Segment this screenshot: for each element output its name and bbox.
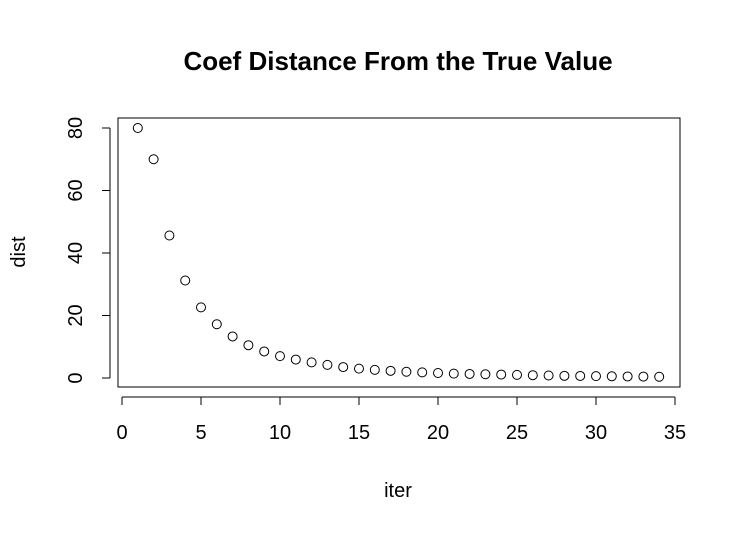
data-point: [496, 369, 507, 380]
data-point: [622, 371, 633, 382]
data-point: [275, 351, 285, 362]
data-point: [606, 371, 617, 382]
data-point: [448, 368, 459, 379]
y-tick-label: 80: [65, 117, 87, 139]
x-tick-label: 10: [269, 422, 291, 444]
data-point: [322, 359, 333, 370]
x-axis: 0 5 10 15 20 25 30 35: [116, 396, 686, 444]
data-point: [338, 362, 349, 373]
data-point: [259, 346, 270, 357]
data-point: [512, 369, 522, 380]
data-point: [196, 302, 206, 313]
data-point: [227, 331, 238, 342]
data-point: [433, 368, 443, 378]
data-point: [211, 319, 222, 330]
data-point: [654, 371, 665, 382]
x-tick-label: 5: [195, 422, 206, 444]
data-point: [164, 230, 175, 241]
data-point: [591, 371, 601, 382]
data-point: [385, 365, 396, 376]
data-point: [417, 367, 428, 378]
x-tick-label: 30: [585, 422, 607, 444]
data-point: [148, 154, 159, 165]
data-point: [527, 370, 538, 381]
data-point: [180, 275, 191, 286]
data-point: [401, 366, 412, 377]
x-tick-label: 35: [664, 422, 686, 444]
data-point: [354, 363, 364, 374]
data-point: [480, 369, 491, 380]
data-points: [132, 123, 665, 382]
x-tick-label: 20: [427, 422, 449, 444]
y-tick-label: 0: [65, 372, 87, 383]
data-point: [243, 340, 254, 351]
data-point: [543, 370, 554, 381]
y-axis: 0 20 40 60 80: [65, 117, 111, 384]
y-tick-label: 60: [65, 179, 87, 201]
data-point: [132, 123, 143, 133]
data-point: [559, 370, 570, 381]
x-tick-label: 25: [506, 422, 528, 444]
data-point: [575, 370, 586, 381]
data-point: [464, 368, 475, 379]
y-axis-label: dist: [8, 236, 30, 268]
x-axis-label: iter: [384, 480, 412, 502]
plot-frame: [117, 117, 681, 388]
x-tick-label: 15: [348, 422, 370, 444]
y-tick-label: 40: [65, 242, 87, 264]
y-tick-label: 20: [65, 304, 87, 326]
data-point: [290, 354, 301, 365]
x-tick-label: 0: [116, 422, 127, 444]
data-point: [306, 357, 317, 368]
data-point: [369, 364, 380, 375]
chart-title: Coef Distance From the True Value: [183, 46, 612, 76]
data-point: [638, 371, 649, 382]
